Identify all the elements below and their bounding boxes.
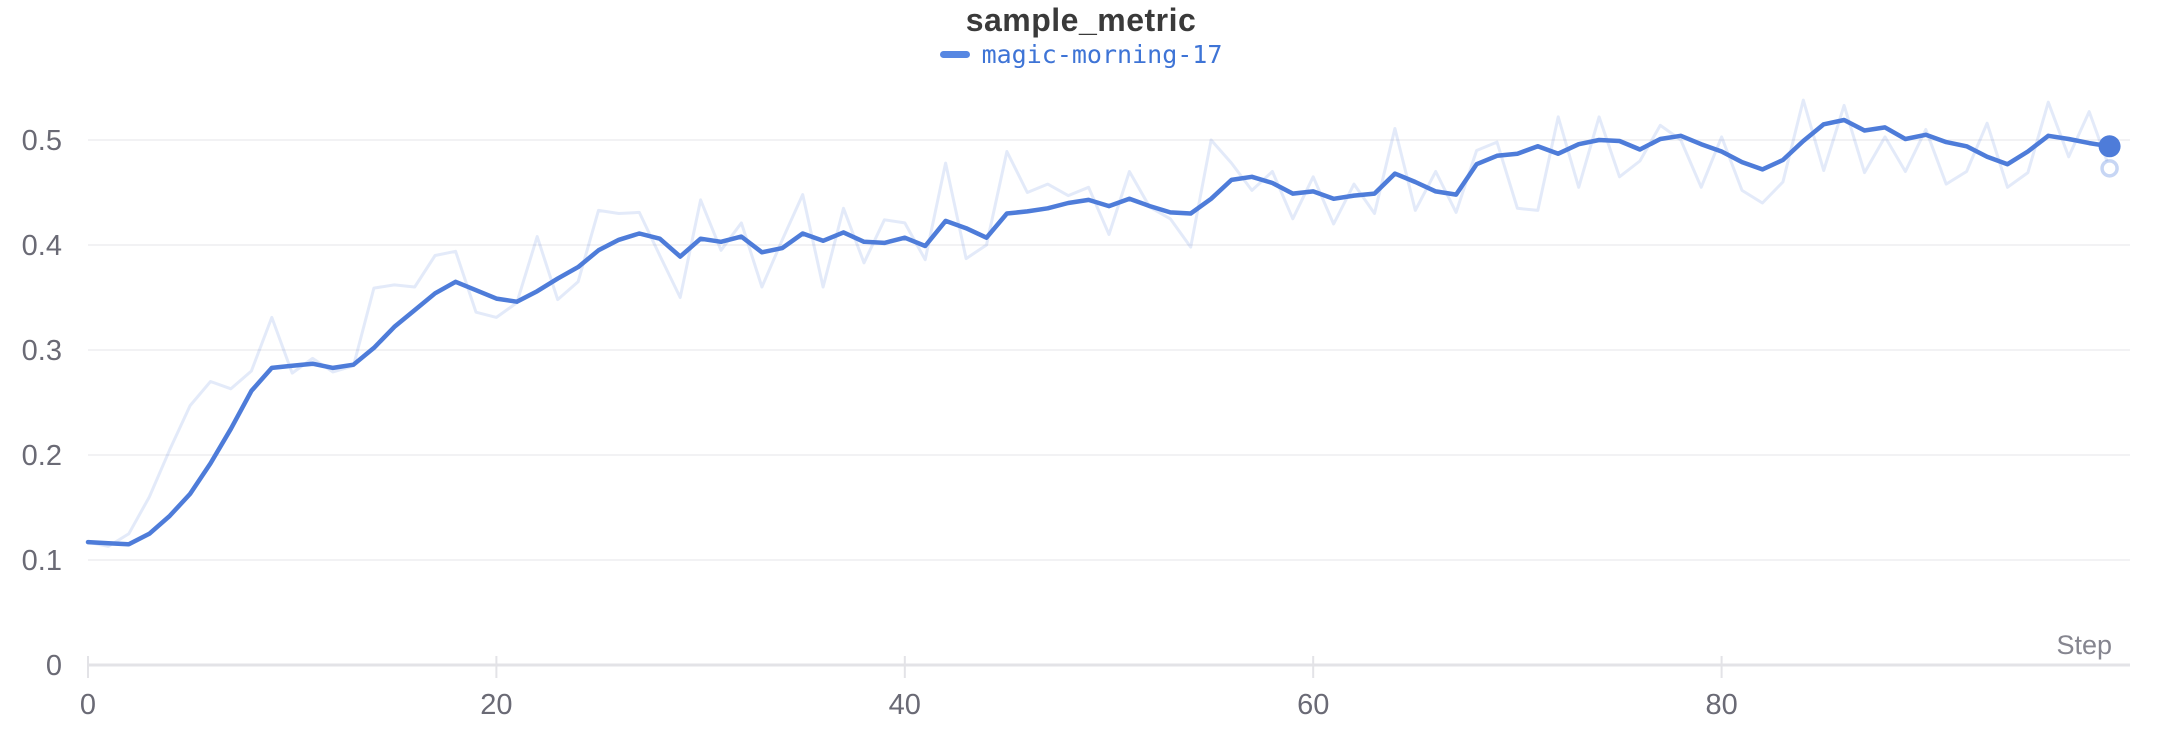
legend-line-marker	[939, 51, 970, 58]
y-tick-label-0: 0	[46, 650, 62, 682]
x-tick-label-40: 40	[889, 689, 921, 721]
final-value-dot	[2098, 135, 2121, 158]
x-tick-label-20: 20	[480, 689, 512, 721]
smoothed-series-line	[85, 117, 2112, 547]
raw-final-value-ring	[2100, 159, 2119, 178]
y-tick-label-0.1: 0.1	[22, 545, 62, 577]
legend-run-name[interactable]: magic-morning-17	[981, 40, 1223, 69]
y-tick-label-0.3: 0.3	[22, 335, 62, 367]
x-tick-label-0: 0	[80, 689, 96, 721]
raw-series-line	[86, 98, 2112, 548]
y-tick-label-0.5: 0.5	[22, 125, 62, 157]
x-axis-title: Step	[2056, 630, 2112, 660]
y-tick-label-0.2: 0.2	[22, 440, 62, 472]
chart-legend: magic-morning-17	[0, 40, 2162, 69]
y-tick-label-0.4: 0.4	[22, 230, 62, 262]
chart-title: sample_metric	[965, 2, 1197, 38]
x-tick-label-60: 60	[1297, 689, 1329, 721]
x-tick-label-80: 80	[1705, 689, 1737, 721]
